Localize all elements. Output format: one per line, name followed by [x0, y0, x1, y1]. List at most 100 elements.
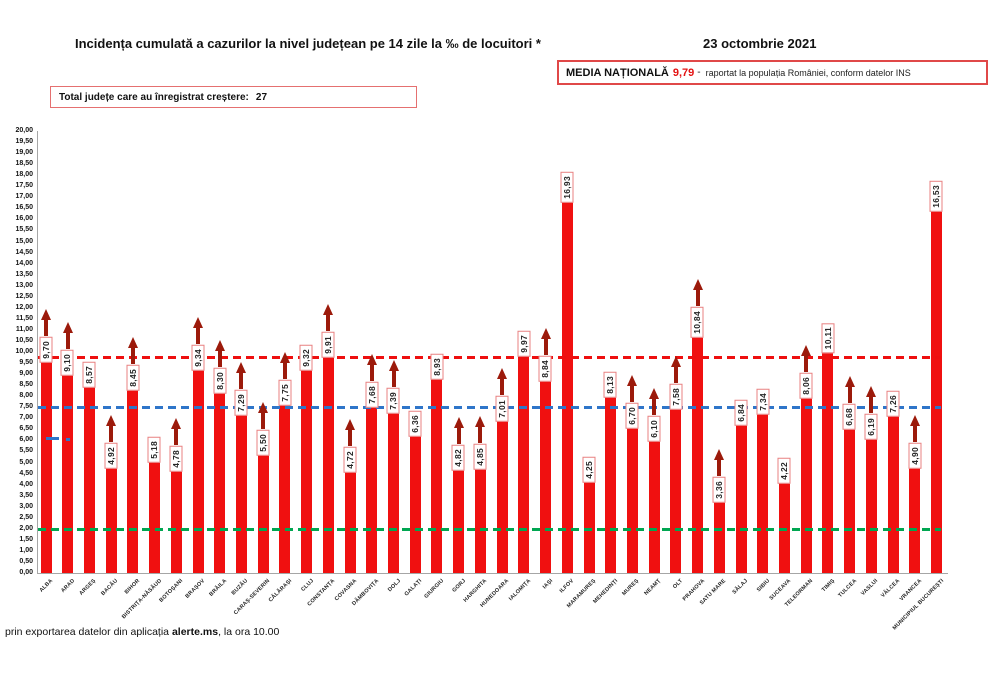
bar-value-label: 5,18 — [148, 436, 161, 463]
bar-value-label: 6,19 — [865, 414, 878, 441]
bar-value-label: 4,90 — [908, 442, 922, 469]
bar-value-label: 10,11 — [821, 323, 835, 354]
bar-value-label: 7,01 — [495, 396, 509, 423]
bar-annotation: 7,34 — [755, 389, 771, 415]
x-axis-label: NEAMȚ — [643, 578, 663, 597]
bar-value-label: 16,53 — [930, 180, 943, 212]
arrow-stem — [869, 397, 874, 414]
increase-arrow-icon — [866, 386, 877, 414]
x-axis-label: HARGHITA — [463, 578, 489, 604]
bar-annotation: 9,70 — [38, 308, 54, 363]
bar-value-label: 4,25 — [582, 457, 596, 484]
arrow-head — [236, 362, 247, 374]
bar — [214, 389, 226, 573]
increase-arrow-icon — [649, 388, 660, 416]
y-tick-label: 6,50 — [19, 425, 33, 433]
increase-arrow-icon — [62, 322, 73, 350]
y-tick-label: 13,50 — [15, 270, 33, 278]
increase-arrow-icon — [279, 351, 290, 379]
bar — [127, 386, 139, 573]
x-axis-label: SĂLAJ — [731, 578, 750, 596]
bar-annotation: 10,11 — [820, 323, 836, 354]
y-tick-label: 11,00 — [15, 325, 33, 333]
bar — [670, 405, 682, 573]
arrow-head — [366, 353, 377, 365]
increase-arrow-icon — [540, 327, 551, 355]
arrow-stem — [804, 356, 809, 373]
y-tick-label: 8,00 — [19, 392, 33, 400]
bar-annotation: 9,10 — [60, 322, 76, 376]
bar-annotation: 3,36 — [711, 449, 727, 503]
increase-arrow-icon — [844, 375, 855, 403]
y-tick-label: 12,50 — [15, 292, 33, 300]
y-tick-label: 14,00 — [15, 259, 33, 267]
bar — [496, 418, 508, 573]
bar-annotation: 4,22 — [776, 458, 792, 484]
bar-value-label: 10,84 — [691, 306, 704, 338]
national-average-note: raportat la populația României, conform … — [705, 67, 911, 78]
bar-annotation: 6,36 — [407, 410, 423, 437]
increase-arrow-icon — [236, 362, 247, 390]
bar-value-label: 6,10 — [647, 416, 661, 443]
bar-annotation: 7,75 — [277, 351, 293, 406]
x-axis-label: BRĂILA — [208, 578, 228, 598]
y-tick-label: 1,00 — [19, 546, 33, 554]
dash-separator: - — [697, 67, 701, 78]
y-tick-label: 10,00 — [15, 348, 33, 355]
x-axis-label: CLUJ — [299, 578, 315, 593]
increase-arrow-icon — [692, 278, 703, 306]
x-axis-label: BRAȘOV — [184, 578, 207, 600]
footer-suffix: , la ora 10.00 — [218, 626, 280, 638]
arrow-head — [627, 375, 638, 387]
bar-value-label: 9,91 — [322, 332, 335, 358]
bar — [344, 468, 356, 573]
y-tick-label: 4,50 — [19, 469, 33, 477]
bar-annotation: 4,82 — [451, 416, 467, 471]
bar-value-label: 8,84 — [539, 355, 552, 382]
bar-annotation: 8,57 — [81, 361, 97, 388]
bar-annotation: 6,19 — [863, 386, 879, 441]
x-axis-label: CONSTANȚA — [306, 578, 337, 608]
bar — [149, 458, 161, 573]
y-tick-label: 16,50 — [15, 204, 33, 212]
x-axis-label: ARGEȘ — [78, 578, 98, 597]
x-axis-label: COVASNA — [333, 578, 359, 603]
national-average-value: 9,79 — [672, 66, 695, 79]
x-axis-label: SATU MARE — [699, 578, 728, 607]
bar-annotation: 9,32 — [299, 345, 315, 372]
increase-arrow-icon — [41, 308, 51, 336]
increase-arrow-icon — [801, 345, 812, 373]
x-axis-label: TELEORMAN — [784, 578, 815, 609]
bar-annotation: 4,85 — [472, 416, 488, 470]
x-axis-label: OLT — [671, 578, 685, 591]
bar-annotation: 7,01 — [494, 368, 510, 423]
y-tick-label: 9,00 — [19, 370, 33, 378]
arrow-stem — [673, 366, 678, 383]
bar — [257, 451, 269, 573]
bar — [409, 432, 421, 573]
arrow-head — [801, 345, 812, 357]
x-axis-label: BOTOȘANI — [158, 578, 185, 604]
bar-value-label: 9,34 — [191, 344, 205, 371]
footer-prefix: prin exportarea datelor din aplicația — [5, 626, 172, 638]
arrow-stem — [326, 315, 331, 332]
bar-value-label: 16,93 — [561, 172, 574, 203]
y-tick-label: 17,00 — [15, 193, 33, 201]
bar-value-label: 9,32 — [300, 345, 313, 372]
bar — [453, 466, 465, 573]
bar-value-label: 4,82 — [452, 444, 465, 471]
arrow-head — [453, 416, 464, 428]
x-axis-label: BISTRIȚA-NĂSĂUD — [120, 578, 163, 621]
arrow-stem — [456, 427, 461, 444]
y-tick-label: 2,00 — [19, 524, 33, 532]
bar-annotation: 8,84 — [538, 327, 554, 382]
arrow-head — [909, 414, 920, 426]
bar-annotation: 7,29 — [233, 362, 249, 416]
bar-value-label: 9,70 — [39, 336, 53, 363]
bar-annotation: 7,68 — [364, 353, 380, 408]
arrow-head — [279, 351, 290, 363]
increase-arrow-icon — [258, 401, 269, 429]
x-axis-label: HUNEDOARA — [479, 578, 511, 609]
y-tick-label: 14,50 — [15, 248, 33, 256]
bar-annotation: 7,39 — [386, 359, 402, 414]
